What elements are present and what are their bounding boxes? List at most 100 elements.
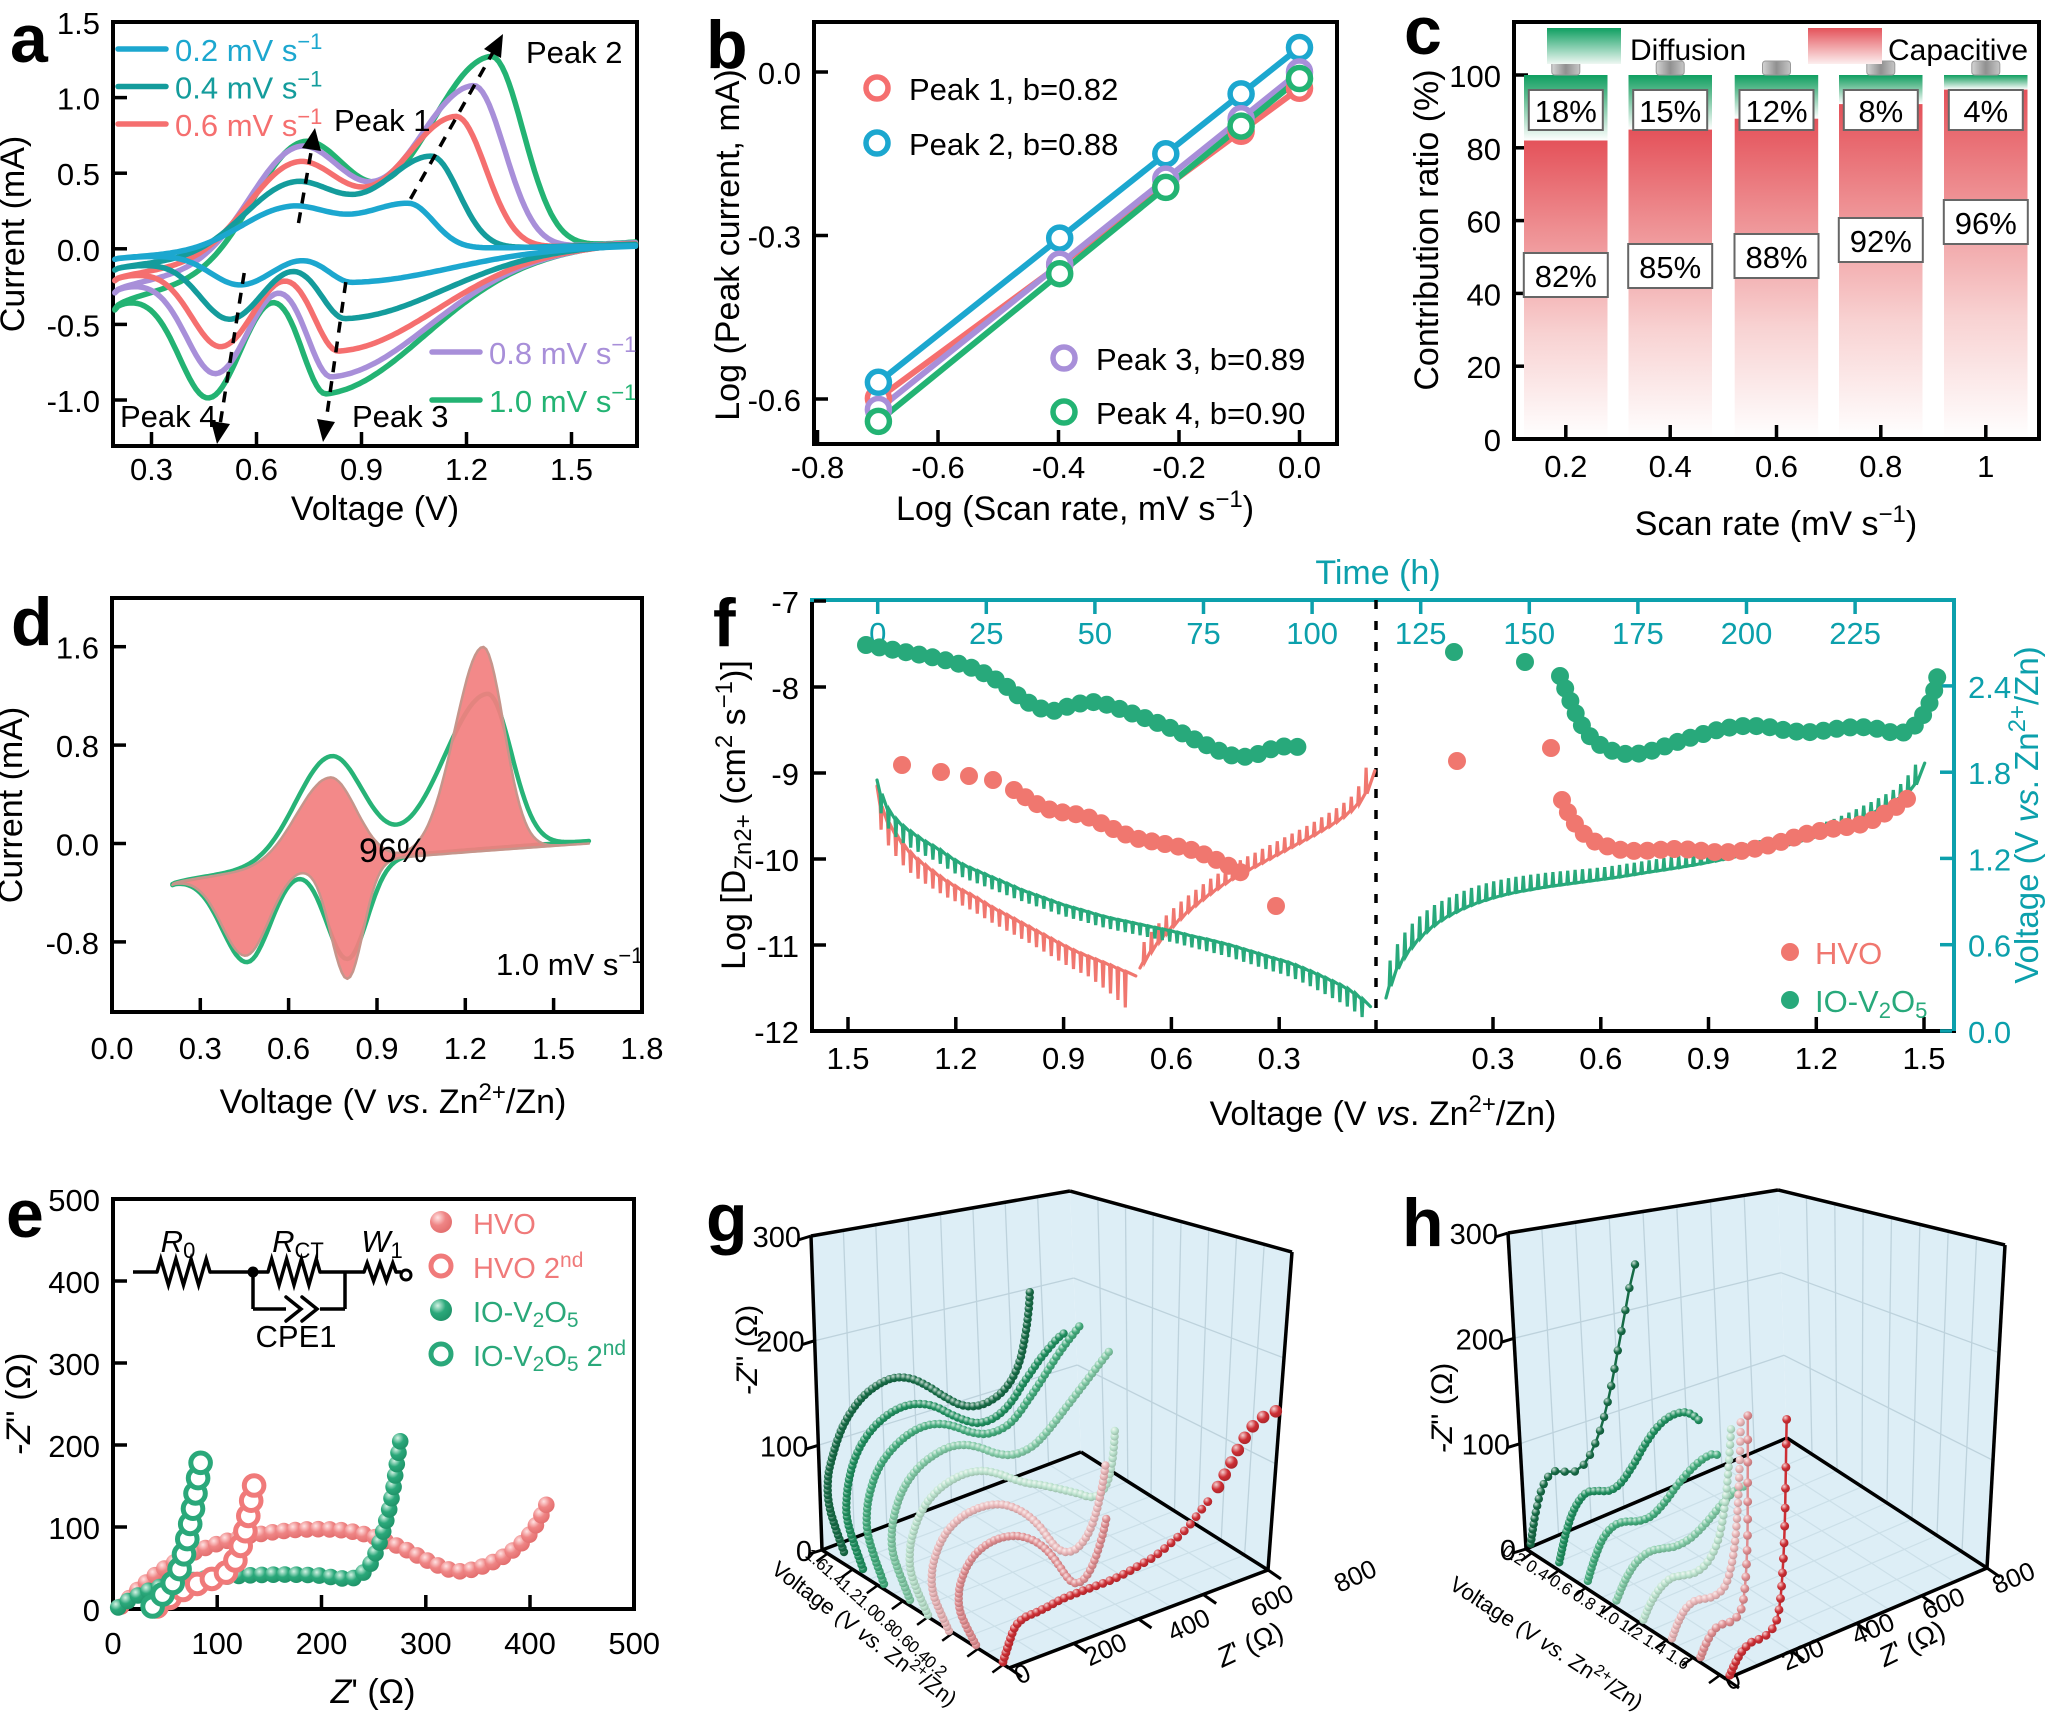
svg-text:HVO: HVO: [1815, 936, 1882, 971]
svg-text:8%: 8%: [1858, 94, 1903, 129]
svg-text:1.2: 1.2: [445, 452, 488, 487]
svg-text:0.5: 0.5: [57, 157, 100, 192]
svg-text:96%: 96%: [359, 832, 427, 870]
svg-text:0.6: 0.6: [1579, 1041, 1622, 1076]
svg-text:400: 400: [48, 1265, 100, 1300]
svg-text:0.8: 0.8: [1859, 449, 1902, 484]
svg-text:12%: 12%: [1745, 94, 1807, 129]
svg-text:IO-V2O5 2nd: IO-V2O5 2nd: [473, 1337, 626, 1376]
svg-text:-Z'' (Ω): -Z'' (Ω): [731, 1305, 764, 1396]
svg-text:0.0: 0.0: [57, 233, 100, 268]
svg-text:-12: -12: [754, 1015, 799, 1050]
svg-text:Peak 1, b=0.82: Peak 1, b=0.82: [909, 72, 1118, 107]
svg-text:Current (mA): Current (mA): [0, 136, 32, 332]
svg-text:100: 100: [1462, 1430, 1510, 1462]
svg-text:Voltage (V vs. Zn2+/Zn): Voltage (V vs. Zn2+/Zn): [1210, 1091, 1557, 1133]
svg-text:15%: 15%: [1639, 94, 1701, 129]
svg-text:-0.8: -0.8: [791, 450, 844, 485]
svg-text:1.2: 1.2: [1968, 842, 2011, 877]
svg-text:300: 300: [400, 1626, 452, 1661]
svg-text:Peak 4: Peak 4: [120, 399, 217, 434]
svg-text:0.3: 0.3: [1471, 1041, 1514, 1076]
svg-text:0.4 mV s−1: 0.4 mV s−1: [175, 67, 322, 106]
svg-text:82%: 82%: [1535, 259, 1597, 294]
svg-text:1.2: 1.2: [934, 1041, 977, 1076]
svg-text:1: 1: [1977, 449, 1994, 484]
svg-text:Voltage (V vs. Zn2+/Zn): Voltage (V vs. Zn2+/Zn): [2004, 646, 2045, 983]
svg-text:0: 0: [83, 1593, 100, 1628]
svg-text:1.8: 1.8: [620, 1031, 663, 1066]
svg-text:100: 100: [1449, 59, 1501, 94]
svg-text:0: 0: [1500, 1535, 1516, 1567]
svg-text:500: 500: [48, 1183, 100, 1218]
svg-text:-1.0: -1.0: [47, 384, 100, 419]
svg-text:85%: 85%: [1639, 250, 1701, 285]
svg-text:0.6: 0.6: [1150, 1041, 1193, 1076]
svg-text:g: g: [706, 1180, 748, 1256]
svg-text:0: 0: [1009, 1657, 1035, 1690]
svg-text:1.5: 1.5: [550, 452, 593, 487]
svg-text:Log (Scan rate, mV s−1): Log (Scan rate, mV s−1): [896, 486, 1254, 528]
svg-text:0.2 mV s−1: 0.2 mV s−1: [175, 29, 322, 68]
svg-text:200: 200: [756, 1327, 804, 1359]
svg-text:Z' (Ω): Z' (Ω): [1211, 1616, 1288, 1674]
svg-text:300: 300: [1450, 1219, 1498, 1251]
svg-text:0.6 mV s−1: 0.6 mV s−1: [175, 104, 322, 143]
svg-text:e: e: [6, 1176, 44, 1252]
svg-text:Contribution ratio (%): Contribution ratio (%): [1408, 69, 1446, 390]
svg-text:Peak 3, b=0.89: Peak 3, b=0.89: [1096, 342, 1305, 377]
svg-text:0.3: 0.3: [1258, 1041, 1301, 1076]
svg-text:0.4: 0.4: [1649, 449, 1692, 484]
svg-text:Voltage (V vs. Zn2+/Zn): Voltage (V vs. Zn2+/Zn): [220, 1079, 567, 1121]
svg-text:0.8 mV s−1: 0.8 mV s−1: [489, 332, 636, 371]
svg-text:200: 200: [296, 1626, 348, 1661]
svg-text:96%: 96%: [1955, 206, 2017, 241]
svg-text:300: 300: [753, 1222, 801, 1254]
svg-text:b: b: [706, 7, 748, 83]
svg-text:Current (mA): Current (mA): [0, 707, 30, 903]
svg-text:-0.5: -0.5: [47, 308, 100, 343]
svg-text:175: 175: [1612, 616, 1664, 651]
svg-text:0.9: 0.9: [340, 452, 383, 487]
svg-text:1.0 mV s−1: 1.0 mV s−1: [489, 380, 636, 419]
svg-text:1.0: 1.0: [57, 82, 100, 117]
svg-text:0.0: 0.0: [758, 56, 801, 91]
svg-text:1.0 mV s−1: 1.0 mV s−1: [496, 943, 643, 982]
svg-text:1.6: 1.6: [56, 631, 99, 666]
svg-text:-0.8: -0.8: [46, 926, 99, 961]
svg-text:0: 0: [1484, 423, 1501, 458]
svg-text:Log [DZn2+ (cm2 s−1)]: Log [DZn2+ (cm2 s−1)]: [711, 660, 757, 970]
svg-text:f: f: [713, 585, 736, 661]
svg-text:c: c: [1404, 0, 1442, 69]
svg-text:100: 100: [191, 1626, 243, 1661]
svg-text:20: 20: [1467, 350, 1501, 385]
svg-text:0.2: 0.2: [1544, 449, 1587, 484]
svg-text:Peak 3: Peak 3: [352, 399, 449, 434]
svg-text:4%: 4%: [1963, 94, 2008, 129]
svg-text:200: 200: [48, 1429, 100, 1464]
svg-text:0.0: 0.0: [1968, 1015, 2011, 1050]
svg-text:-9: -9: [771, 757, 799, 792]
svg-text:d: d: [11, 584, 53, 660]
svg-text:1.5: 1.5: [532, 1031, 575, 1066]
svg-text:-0.6: -0.6: [748, 383, 801, 418]
svg-text:Scan rate (mV s−1): Scan rate (mV s−1): [1635, 501, 1917, 543]
svg-text:400: 400: [1163, 1602, 1215, 1648]
svg-text:200: 200: [1456, 1324, 1504, 1356]
svg-text:800: 800: [1329, 1553, 1381, 1599]
svg-text:100: 100: [760, 1431, 808, 1463]
svg-text:a: a: [10, 1, 49, 77]
svg-text:200: 200: [1721, 616, 1773, 651]
svg-text:500: 500: [608, 1626, 660, 1661]
svg-text:0.9: 0.9: [1687, 1041, 1730, 1076]
svg-text:-0.2: -0.2: [1152, 450, 1205, 485]
svg-text:HVO 2nd: HVO 2nd: [473, 1249, 583, 1285]
svg-text:400: 400: [504, 1626, 556, 1661]
svg-text:225: 225: [1829, 616, 1881, 651]
svg-text:0: 0: [104, 1626, 121, 1661]
svg-text:0.6: 0.6: [267, 1031, 310, 1066]
svg-text:800: 800: [1988, 1555, 2040, 1600]
svg-text:1.2: 1.2: [444, 1031, 487, 1066]
svg-text:RCT: RCT: [272, 1224, 324, 1263]
svg-text:1.5: 1.5: [57, 6, 100, 41]
